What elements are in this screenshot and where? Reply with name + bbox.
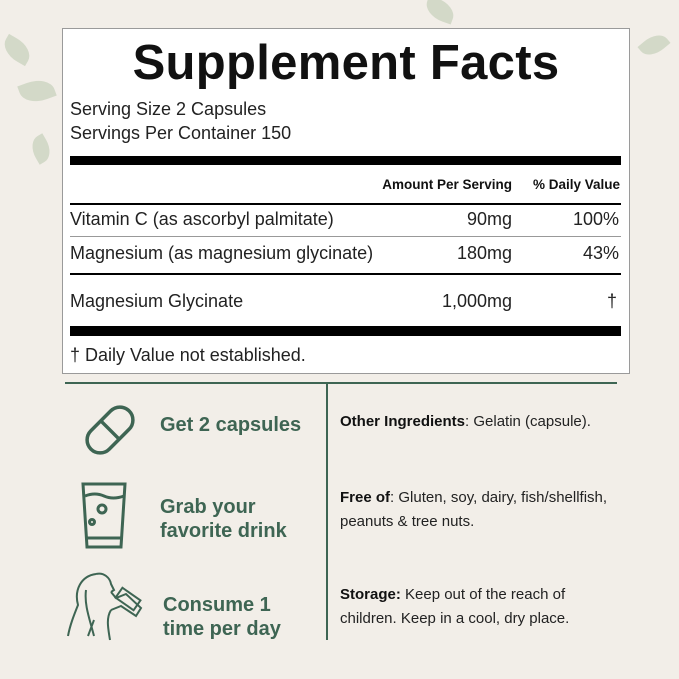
supplement-facts-panel: Supplement Facts Serving Size 2 Capsules… (62, 28, 630, 374)
panel-title: Supplement Facts (132, 36, 560, 90)
divider-thick (70, 326, 621, 336)
divider-thick (70, 156, 621, 165)
step-consume: Consume 1 time per day (163, 593, 281, 641)
info-label: Free of (340, 489, 391, 506)
free-of: Free of: Gluten, soy, dairy, fish/shellf… (340, 486, 620, 534)
serving-size: Serving Size 2 Capsules (70, 99, 267, 119)
step-text: Consume 1 (163, 594, 271, 616)
column-divider (326, 384, 328, 640)
leaf-decoration (422, 0, 458, 25)
info-label: Storage: (340, 586, 401, 603)
step-text: Grab your (160, 496, 256, 518)
leaf-decoration (26, 133, 56, 165)
other-ingredients: Other Ingredients: Gelatin (capsule). (340, 410, 640, 434)
capsule-icon (85, 405, 135, 455)
step-grab-drink: Grab your favorite drink (160, 495, 287, 543)
leaf-decoration (0, 33, 35, 67)
nutrient-name: Magnesium (as magnesium glycinate) (70, 243, 374, 263)
info-text: Keep out of the reach of children. Keep … (340, 586, 570, 627)
amount-header: Amount Per Serving (382, 177, 512, 192)
nutrient-dv: † (606, 291, 617, 311)
nutrient-name: Magnesium Glycinate (70, 291, 244, 311)
storage: Storage: Keep out of the reach of childr… (340, 583, 620, 631)
nutrient-name: Vitamin C (as ascorbyl palmitate) (70, 209, 334, 229)
nutrient-amount: 1,000mg (441, 291, 512, 311)
nutrient-amount: 90mg (466, 209, 512, 229)
servings-per-container: Servings Per Container 150 (70, 123, 292, 143)
info-text: : Gluten, soy, dairy, fish/shellfish, pe… (340, 489, 608, 530)
divider-thin (70, 236, 621, 237)
info-text: : Gelatin (capsule). (465, 413, 591, 430)
info-label: Other Ingredients (340, 413, 466, 430)
step-get-capsules: Get 2 capsules (160, 413, 301, 437)
footnote: † Daily Value not established. (70, 345, 306, 365)
woman-drinking-icon (67, 572, 143, 641)
divider (70, 203, 621, 205)
step-text: Get 2 capsules (160, 414, 302, 436)
glass-icon (81, 482, 127, 549)
dv-header: % Daily Value (532, 177, 620, 192)
divider (70, 273, 621, 275)
leaf-decoration (637, 29, 671, 61)
leaf-decoration (17, 74, 57, 108)
nutrient-amount: 180mg (456, 243, 512, 263)
nutrient-dv: 100% (572, 209, 619, 229)
step-text: favorite drink (160, 520, 287, 542)
nutrient-dv: 43% (582, 243, 619, 263)
section-divider (65, 382, 617, 384)
step-text: time per day (163, 618, 281, 640)
